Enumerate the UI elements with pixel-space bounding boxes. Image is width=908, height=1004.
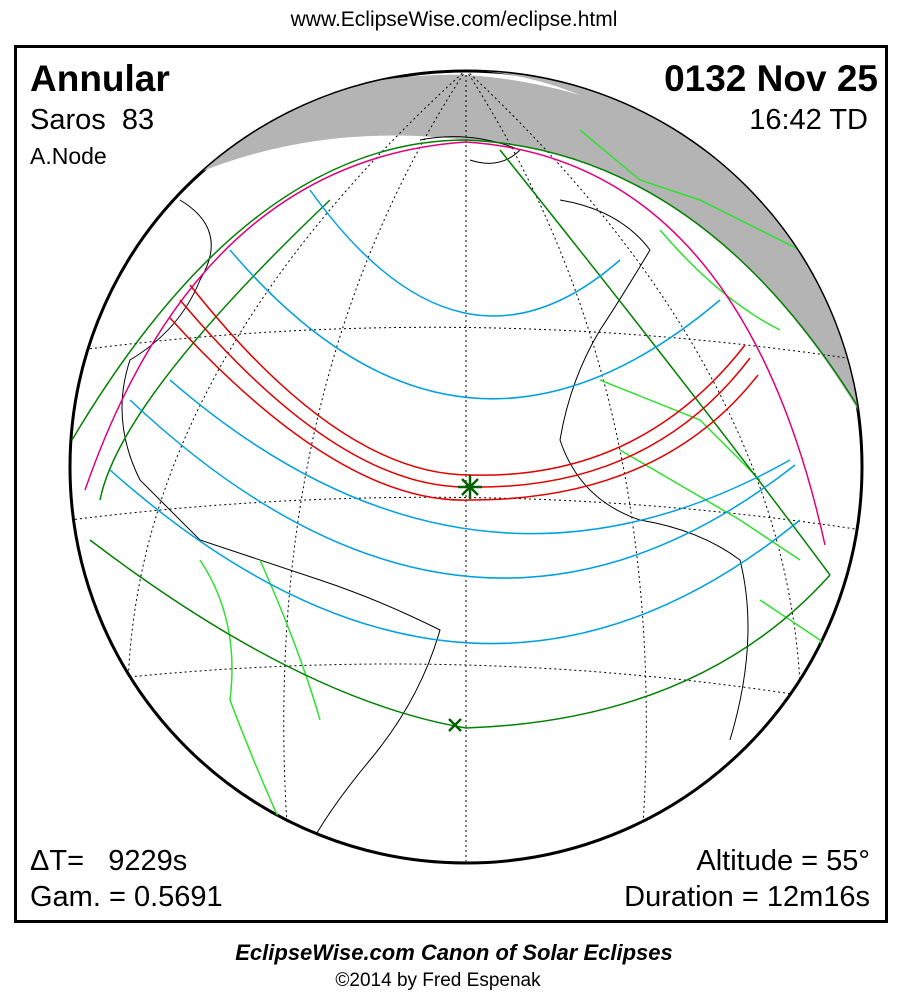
copyright: ©2014 by Fred Espenak	[335, 970, 541, 991]
map-frame	[14, 45, 888, 923]
url-header: www.EclipseWise.com/eclipse.html	[290, 8, 618, 31]
partial-curve	[109, 469, 801, 645]
delta-t: ΔT= 9229s	[30, 845, 188, 877]
central-path-south	[169, 317, 759, 501]
graticule	[70, 71, 862, 863]
eclipse-type: Annular	[30, 58, 170, 99]
day-boundary	[150, 74, 862, 410]
altitude: Altitude = 55°	[696, 845, 870, 877]
set-limit	[499, 149, 831, 576]
eclipse-date: 0132 Nov 25	[664, 58, 878, 99]
duration: Duration = 12m16s	[624, 881, 870, 913]
partial-curve	[309, 189, 621, 317]
partial-curve	[169, 379, 791, 535]
gamma: Gam. = 0.5691	[30, 881, 223, 913]
rise-set-curve	[84, 141, 826, 546]
saros: Saros 83	[30, 104, 155, 136]
eclipse-time: 16:42 TD	[749, 104, 868, 136]
penumbral-limit-north	[71, 139, 861, 441]
penumbral-limit-south	[89, 539, 831, 729]
partial-curve	[129, 399, 796, 579]
x-icon	[448, 718, 462, 732]
rise-limit	[99, 199, 331, 501]
partial-curve	[229, 249, 721, 400]
footer-title: EclipseWise.com Canon of Solar Eclipses	[235, 940, 673, 965]
node: A.Node	[30, 143, 107, 169]
star-icon	[458, 475, 482, 499]
